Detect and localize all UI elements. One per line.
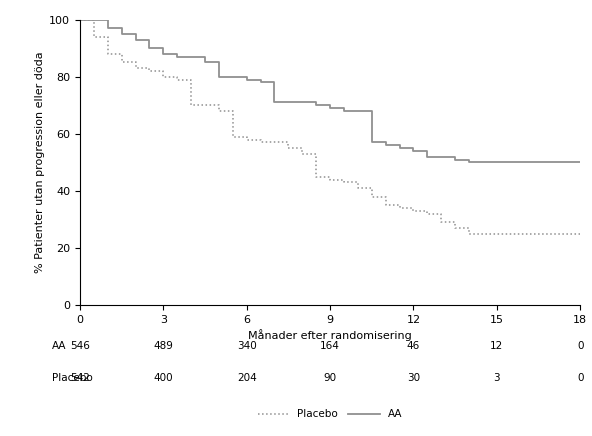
Text: 204: 204 bbox=[237, 373, 256, 383]
Text: 3: 3 bbox=[494, 373, 500, 383]
Text: 400: 400 bbox=[153, 373, 173, 383]
Y-axis label: % Patienter utan progression eller döda: % Patienter utan progression eller döda bbox=[35, 51, 45, 273]
Text: 90: 90 bbox=[323, 373, 337, 383]
Text: 546: 546 bbox=[70, 341, 90, 351]
Text: 489: 489 bbox=[153, 341, 173, 351]
Text: AA: AA bbox=[53, 341, 67, 351]
Text: 164: 164 bbox=[320, 341, 340, 351]
Text: 0: 0 bbox=[577, 373, 583, 383]
Legend: Placebo, AA: Placebo, AA bbox=[253, 405, 407, 423]
Text: 542: 542 bbox=[70, 373, 90, 383]
Text: Placebo: Placebo bbox=[53, 373, 93, 383]
Text: 0: 0 bbox=[577, 341, 583, 351]
Text: 30: 30 bbox=[407, 373, 420, 383]
X-axis label: Månader efter randomisering: Månader efter randomisering bbox=[248, 329, 412, 341]
Text: 12: 12 bbox=[490, 341, 503, 351]
Text: 46: 46 bbox=[407, 341, 420, 351]
Text: 340: 340 bbox=[237, 341, 256, 351]
